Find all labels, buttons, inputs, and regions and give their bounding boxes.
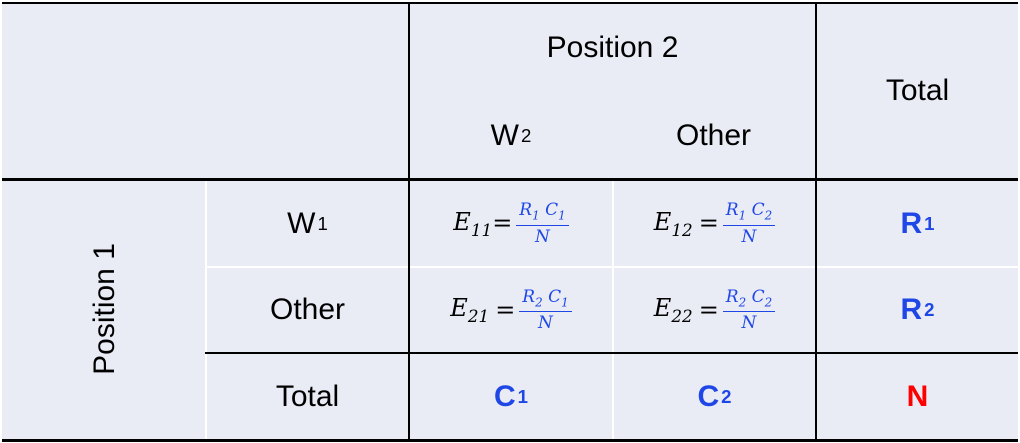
total-row-label: Total [275, 379, 340, 413]
position1-label: Position 1 [88, 243, 121, 375]
expected-e11-cell: E11 = R1 C1 N [410, 181, 612, 266]
divider [2, 178, 1018, 181]
divider [205, 266, 1018, 268]
divider [2, 2, 1018, 4]
fraction: R1 C2 N [722, 200, 776, 247]
divider [2, 439, 1018, 442]
expected-e22-formula: E22 = R2 C2 N [654, 287, 776, 333]
expected-e21-formula: E21 = R2 C1 N [450, 287, 572, 333]
divider [612, 180, 614, 440]
position2-header: Position 2 [410, 20, 815, 75]
expected-e22-cell: E22 = R2 C2 N [614, 268, 815, 352]
fraction: R1 C1 N [516, 200, 569, 247]
other-row-label: Other [269, 293, 346, 326]
w2-subscript: 2 [520, 124, 532, 146]
grand-total-n: N [906, 379, 929, 413]
other-row-header: Other [207, 268, 408, 352]
other-col-header: Other [612, 108, 815, 163]
expected-e12-cell: E12 = R1 C2 N [614, 181, 815, 266]
divider [815, 2, 817, 442]
expected-e21-cell: E21 = R2 C1 N [410, 268, 612, 352]
divider [408, 2, 410, 442]
fraction: R2 C2 N [722, 287, 776, 333]
divider [205, 180, 207, 440]
expected-e12-formula: E12 = R1 C2 N [654, 200, 776, 247]
position2-label: Position 2 [546, 30, 679, 64]
divider [205, 352, 1018, 354]
w1-subscript: 1 [317, 212, 328, 234]
w1-label: W [287, 206, 316, 240]
total-row-header: Total [207, 354, 408, 439]
other-col-label: Other [675, 118, 752, 152]
total-col-header: Total [817, 4, 1018, 178]
w2-label: W [490, 118, 519, 152]
total-col-label: Total [885, 74, 950, 107]
fraction: R2 C1 N [519, 287, 572, 333]
expected-e11-formula: E11 = R1 C1 N [453, 200, 569, 247]
position1-header: Position 1 [60, 178, 150, 440]
